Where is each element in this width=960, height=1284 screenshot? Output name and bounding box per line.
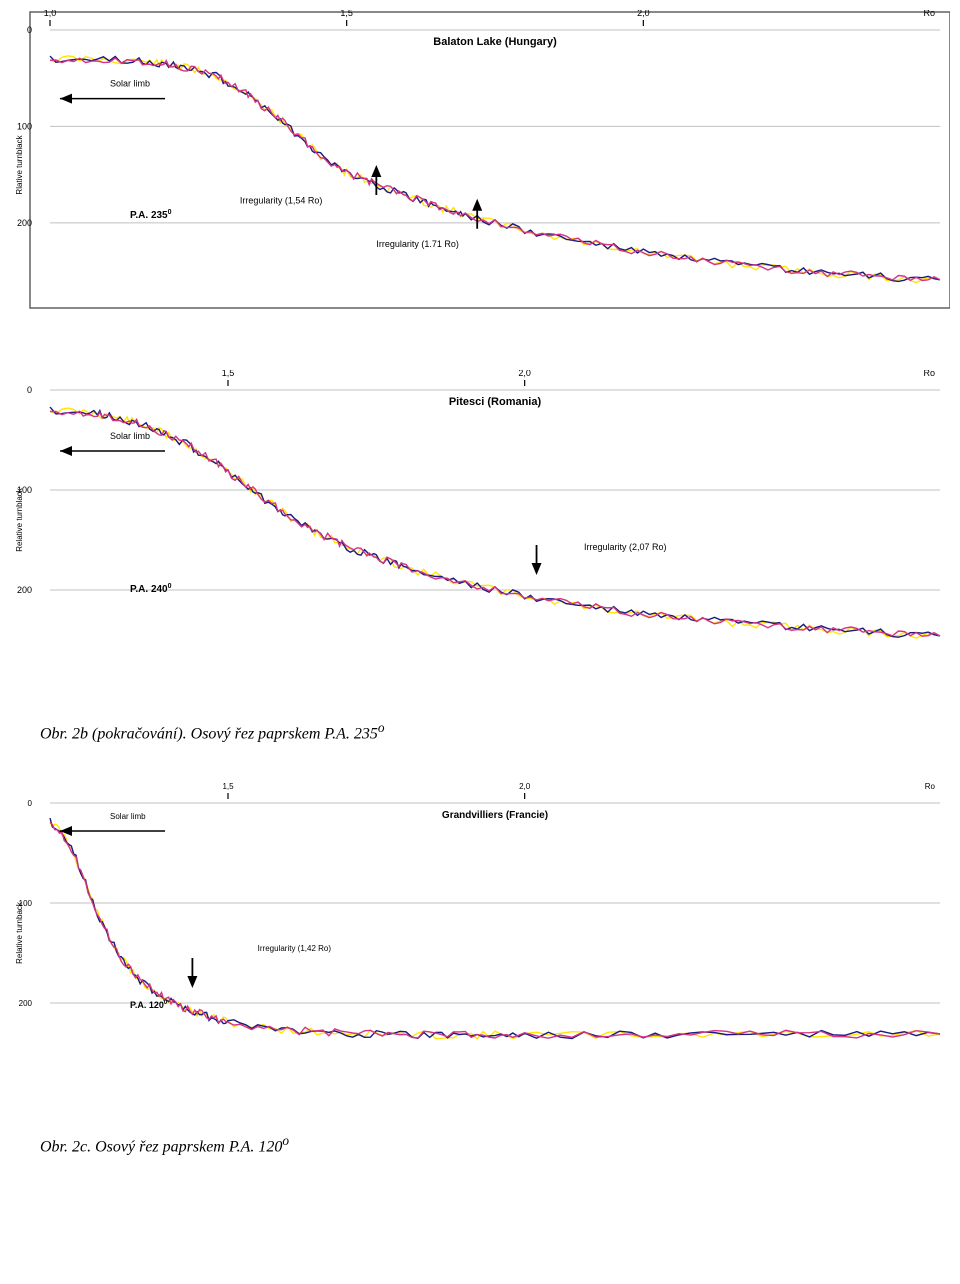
svg-text:2,0: 2,0 xyxy=(637,10,650,18)
svg-text:200: 200 xyxy=(17,585,32,595)
svg-text:Ro: Ro xyxy=(925,783,936,791)
chart3-svg: 1,52,0Ro0100200Relative turnbackGrandvil… xyxy=(10,783,950,1073)
svg-text:0: 0 xyxy=(28,799,33,808)
chart-pitesci: 1,52,0Ro0100200Relative turnblackPitesci… xyxy=(10,370,950,660)
svg-text:200: 200 xyxy=(17,218,32,228)
chart2-svg: 1,52,0Ro0100200Relative turnblackPitesci… xyxy=(10,370,950,660)
caption-2b-text: Obr. 2b (pokračování). Osový řez paprske… xyxy=(40,725,378,742)
chart-grandvilliers: 1,52,0Ro0100200Relative turnbackGrandvil… xyxy=(10,783,950,1073)
caption-2c: Obr. 2c. Osový řez paprskem P.A. 120o xyxy=(40,1133,950,1156)
caption-2c-text: Obr. 2c. Osový řez paprskem P.A. 120 xyxy=(40,1139,282,1156)
svg-text:P.A. 1200: P.A. 1200 xyxy=(130,1000,168,1010)
svg-text:1,5: 1,5 xyxy=(222,370,235,378)
svg-text:0: 0 xyxy=(27,385,32,395)
svg-text:Solar limb: Solar limb xyxy=(110,431,150,441)
svg-text:Relative turnback: Relative turnback xyxy=(15,901,24,964)
chart1-svg: 1,0 1,5 2,0 Ro 0 100 200 Rlative turnblack Balat… xyxy=(10,10,950,310)
svg-text:Ro: Ro xyxy=(923,10,935,18)
svg-text:Solar limb: Solar limb xyxy=(110,79,150,89)
caption-2c-sup: o xyxy=(282,1133,289,1148)
svg-text:Grandvilliers (Francie): Grandvilliers (Francie) xyxy=(442,810,548,821)
svg-text:Irregularity (1,42 Ro): Irregularity (1,42 Ro) xyxy=(258,944,332,953)
svg-text:100: 100 xyxy=(17,121,32,131)
svg-text:2,0: 2,0 xyxy=(519,783,531,791)
svg-text:Rlative turnblack: Rlative turnblack xyxy=(15,134,24,194)
chart-balaton: 1,0 1,5 2,0 Ro 0 100 200 Rlative turnblack Balat… xyxy=(10,10,950,310)
svg-text:1,5: 1,5 xyxy=(340,10,353,18)
svg-text:1,5: 1,5 xyxy=(222,783,234,791)
svg-text:2,0: 2,0 xyxy=(518,370,531,378)
svg-text:Irregularity (2,07 Ro): Irregularity (2,07 Ro) xyxy=(584,542,667,552)
svg-text:Balaton Lake (Hungary): Balaton Lake (Hungary) xyxy=(433,36,557,48)
svg-text:P.A. 2350: P.A. 2350 xyxy=(130,209,172,221)
svg-text:Pitesci (Romania): Pitesci (Romania) xyxy=(449,396,542,408)
svg-text:200: 200 xyxy=(19,999,33,1008)
svg-text:Ro: Ro xyxy=(923,370,935,378)
svg-text:Solar limb: Solar limb xyxy=(110,812,146,821)
svg-text:P.A. 2400: P.A. 2400 xyxy=(130,583,172,595)
svg-text:Irregularity (1,54 Ro): Irregularity (1,54 Ro) xyxy=(240,196,323,206)
caption-2b-sup: o xyxy=(378,720,385,735)
svg-text:0: 0 xyxy=(27,25,32,35)
svg-text:1,0: 1,0 xyxy=(44,10,57,18)
svg-text:Relative turnblack: Relative turnblack xyxy=(15,487,24,552)
caption-2b: Obr. 2b (pokračování). Osový řez paprske… xyxy=(40,720,950,743)
svg-text:Irregularity (1.71 Ro): Irregularity (1.71 Ro) xyxy=(376,239,459,249)
